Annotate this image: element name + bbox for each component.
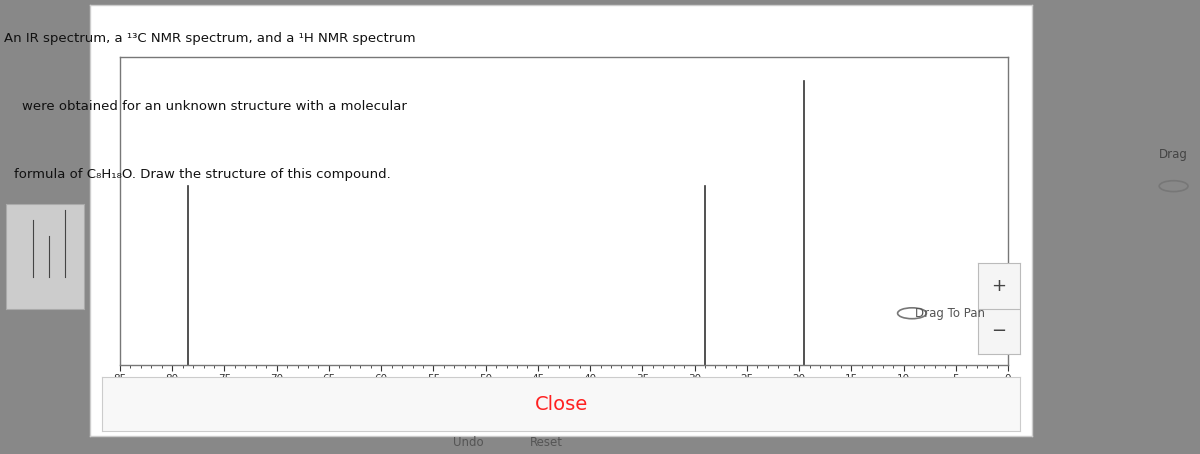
Text: Close: Close: [534, 395, 588, 414]
Text: Reset: Reset: [529, 436, 563, 449]
Text: were obtained for an unknown structure with a molecular: were obtained for an unknown structure w…: [22, 100, 407, 113]
Text: formula of C₈H₁₈O. Draw the structure of this compound.: formula of C₈H₁₈O. Draw the structure of…: [14, 168, 391, 181]
Text: An IR spectrum, a ¹³C NMR spectrum, and a ¹H NMR spectrum: An IR spectrum, a ¹³C NMR spectrum, and …: [4, 32, 415, 45]
Text: −: −: [991, 322, 1007, 340]
X-axis label: PPM: PPM: [551, 388, 577, 401]
Text: Drag: Drag: [1159, 148, 1188, 161]
Text: Undo: Undo: [452, 436, 484, 449]
Text: Drag To Pan: Drag To Pan: [916, 307, 985, 320]
Text: +: +: [991, 277, 1007, 295]
